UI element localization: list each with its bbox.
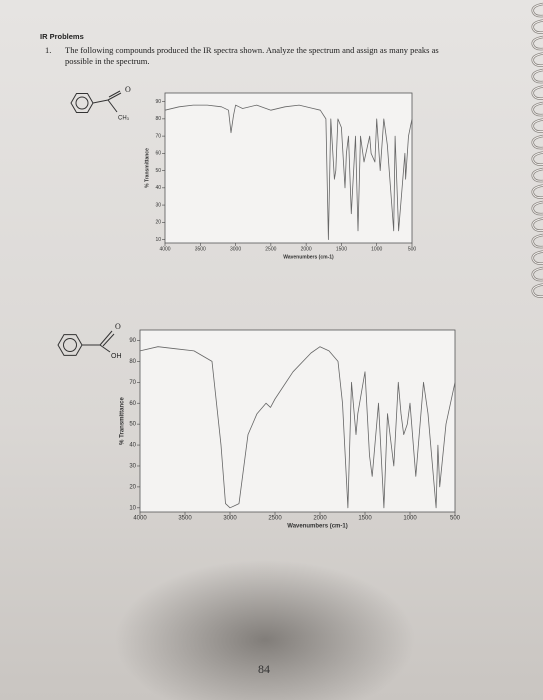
spiral-coil bbox=[532, 135, 543, 149]
spiral-coil bbox=[532, 20, 543, 34]
y-tick-label: 70 bbox=[155, 133, 161, 139]
problem-number: 1. bbox=[45, 45, 52, 55]
spiral-coil bbox=[532, 185, 543, 199]
spiral-coil bbox=[532, 251, 543, 265]
spiral-coil bbox=[532, 86, 543, 100]
spectrum-line bbox=[139, 346, 456, 509]
y-tick-label: 20 bbox=[129, 484, 136, 490]
x-tick-label: 1500 bbox=[336, 246, 347, 252]
spiral-coil bbox=[532, 53, 543, 67]
y-tick-label: 30 bbox=[155, 202, 161, 208]
header-title: IR Problems bbox=[40, 32, 84, 41]
y-axis-label: % Transmittance bbox=[144, 148, 150, 188]
spectrum-line bbox=[164, 104, 413, 240]
x-axis-label: Wavenumbers (cm-1) bbox=[283, 254, 334, 260]
y-tick-label: 10 bbox=[155, 237, 161, 243]
spiral-coil bbox=[532, 218, 543, 232]
spiral-coil bbox=[532, 267, 543, 281]
x-tick-label: 2500 bbox=[268, 516, 282, 522]
y-tick-label: 10 bbox=[129, 505, 136, 511]
spiral-coil bbox=[532, 284, 543, 298]
x-tick-label: 3500 bbox=[195, 246, 206, 252]
x-tick-label: 3000 bbox=[223, 516, 237, 522]
y-tick-label: 50 bbox=[155, 168, 161, 174]
x-tick-label: 1500 bbox=[358, 516, 372, 522]
plot-frame bbox=[139, 329, 456, 513]
y-tick-label: 40 bbox=[129, 443, 136, 449]
x-tick-label: 2000 bbox=[313, 516, 327, 522]
atom-label: O bbox=[115, 322, 121, 331]
y-tick-label: 60 bbox=[155, 151, 161, 157]
x-tick-label: 1000 bbox=[403, 516, 417, 522]
molecule-2 bbox=[57, 330, 115, 356]
shadow bbox=[115, 560, 415, 700]
spiral-coil bbox=[532, 119, 543, 133]
spiral-coil bbox=[532, 168, 543, 182]
spiral-binding bbox=[531, 2, 543, 298]
y-axis-label: % Transmittance bbox=[120, 396, 126, 444]
x-tick-label: 4000 bbox=[159, 246, 170, 252]
atom-label: O bbox=[125, 85, 131, 94]
x-tick-label: 500 bbox=[408, 246, 417, 252]
x-tick-label: 500 bbox=[450, 516, 461, 522]
x-tick-label: 3500 bbox=[178, 516, 192, 522]
spiral-coil bbox=[532, 36, 543, 50]
atom-label: OH bbox=[111, 353, 122, 360]
x-axis-label: Wavenumbers (cm-1) bbox=[287, 524, 347, 530]
spiral-coil bbox=[532, 201, 543, 215]
y-tick-label: 70 bbox=[129, 380, 136, 386]
plot-frame bbox=[164, 92, 413, 244]
y-tick-label: 80 bbox=[129, 359, 136, 365]
x-tick-label: 2000 bbox=[301, 246, 312, 252]
atom-label: CH₃ bbox=[118, 116, 130, 122]
spiral-coil bbox=[532, 152, 543, 166]
x-tick-label: 2500 bbox=[265, 246, 276, 252]
x-tick-label: 1000 bbox=[371, 246, 382, 252]
y-tick-label: 60 bbox=[129, 401, 136, 407]
y-tick-label: 90 bbox=[129, 338, 136, 344]
y-tick-label: 50 bbox=[129, 422, 136, 428]
spiral-coil bbox=[532, 69, 543, 83]
problem-text: The following compounds produced the IR … bbox=[65, 45, 439, 66]
molecule-1 bbox=[70, 90, 122, 113]
y-tick-label: 40 bbox=[155, 185, 161, 191]
x-tick-label: 4000 bbox=[133, 516, 147, 522]
spiral-coil bbox=[532, 102, 543, 116]
problem: 1. The following compounds produced the … bbox=[45, 45, 445, 67]
spiral-coil bbox=[532, 234, 543, 248]
y-tick-label: 80 bbox=[155, 116, 161, 122]
spiral-coil bbox=[532, 3, 543, 17]
x-tick-label: 3000 bbox=[230, 246, 241, 252]
y-tick-label: 90 bbox=[155, 99, 161, 105]
y-tick-label: 30 bbox=[129, 464, 136, 470]
page-number: 84 bbox=[258, 662, 270, 676]
y-tick-label: 20 bbox=[155, 220, 161, 226]
